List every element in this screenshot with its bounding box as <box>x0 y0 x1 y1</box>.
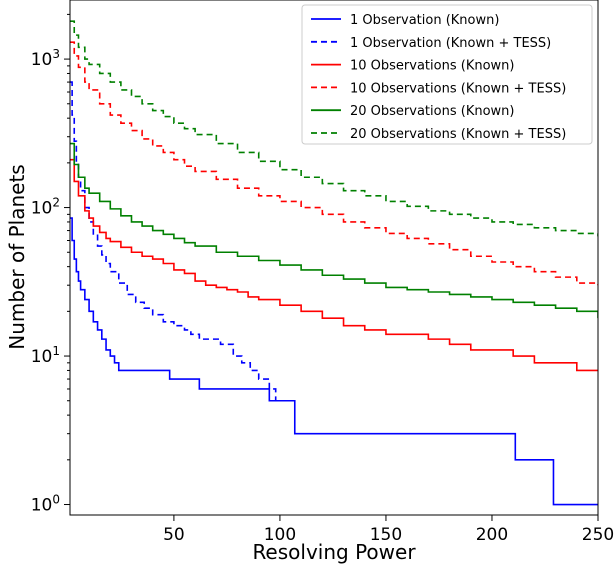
legend-label-20-observations-known-tess: 20 Observations (Known + TESS) <box>350 127 566 142</box>
x-tick-label: 200 <box>476 525 508 545</box>
legend-box <box>301 4 593 145</box>
series-line-10-observations-known-tess <box>70 41 598 286</box>
y-tick-label: 103 <box>31 47 60 70</box>
plot-frame <box>69 0 599 516</box>
y-tick-label: 100 <box>31 493 60 516</box>
x-tick-label: 150 <box>370 525 402 545</box>
x-tick-label: 100 <box>264 525 296 545</box>
x-tick-label: 50 <box>163 525 185 545</box>
legend-label-10-observations-known: 10 Observations (Known) <box>350 59 514 74</box>
legend-label-20-observations-known: 20 Observations (Known) <box>350 104 514 119</box>
legend-label-1-observation-known: 1 Observation (Known) <box>350 13 499 28</box>
series-line-20-observations-known-tess <box>70 20 598 237</box>
y-axis-ticks: 100 101 102 103 <box>31 13 70 516</box>
legend-label-1-observation-known-tess: 1 Observation (Known + TESS) <box>350 36 551 51</box>
series-line-1-observation-known-tess <box>70 81 280 402</box>
series-line-20-observations-known <box>70 142 598 319</box>
series-layer <box>70 20 598 506</box>
x-axis-label: Resolving Power <box>252 540 416 564</box>
series-line-10-observations-known <box>70 158 598 372</box>
y-tick-label: 102 <box>31 196 60 219</box>
y-tick-label: 101 <box>31 344 60 367</box>
legend-label-10-observations-known-tess: 10 Observations (Known + TESS) <box>350 81 566 96</box>
x-tick-label: 250 <box>582 525 614 545</box>
legend: 1 Observation (Known) 1 Observation (Know… <box>301 4 593 145</box>
y-axis-label: Number of Planets <box>5 164 29 349</box>
series-line-1-observation-known <box>70 217 598 506</box>
x-axis-ticks: 50 100 150 200 250 <box>163 515 614 545</box>
